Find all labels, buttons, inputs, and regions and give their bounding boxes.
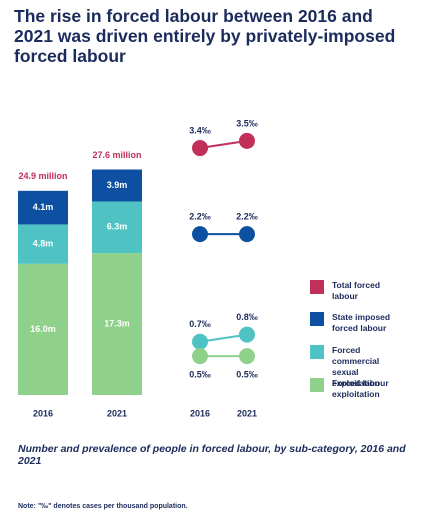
legend-label: Total forced labour (332, 280, 381, 301)
data-label: 0.5‰ (189, 370, 211, 380)
dot (192, 348, 208, 365)
caption: Number and prevalence of people in force… (18, 443, 406, 467)
data-label: 0.7‰ (189, 319, 211, 329)
legend-item: State imposed forced labour (310, 312, 420, 334)
bar-segment (92, 169, 142, 202)
data-label: 0.5‰ (236, 370, 258, 380)
bar-segment (18, 263, 68, 395)
bar-segment (92, 201, 142, 254)
bar-segment (18, 224, 68, 264)
dot (192, 226, 208, 243)
data-label: 3.5‰ (236, 118, 258, 128)
data-label: 3.9m (107, 180, 128, 190)
legend-swatch (310, 312, 324, 326)
data-label: 17.3m (104, 318, 130, 328)
data-label: 16.0m (30, 324, 56, 334)
bar-segment (92, 253, 142, 395)
legend-label: State imposed forced labour (332, 312, 391, 333)
dot (192, 333, 208, 350)
x-tick-label: 2021 (237, 408, 257, 418)
data-label: 2.2‰ (236, 212, 258, 222)
data-label: 2.2‰ (189, 212, 211, 222)
data-label: 4.1m (33, 202, 54, 212)
dot (239, 226, 255, 243)
data-label: 0.8‰ (236, 312, 258, 322)
bar-segment (18, 190, 68, 225)
x-tick-label: 2016 (190, 408, 210, 418)
data-label: 6.3m (107, 222, 128, 232)
x-tick-label: 2021 (107, 408, 127, 418)
data-label: 3.4‰ (189, 125, 211, 135)
legend-label: Forced labour exploitation (332, 378, 389, 399)
dot (239, 326, 255, 343)
legend-item: Forced labour exploitation (310, 378, 420, 400)
note: Note: "‰" denotes cases per thousand pop… (18, 503, 188, 510)
dot (239, 348, 255, 365)
legend-swatch (310, 378, 324, 392)
total-label: 27.6 million (92, 150, 141, 160)
legend-label: Forced commercial sexual exploitation (332, 345, 380, 388)
data-label: 4.8m (33, 238, 54, 248)
dot (239, 132, 255, 149)
x-tick-label: 2016 (33, 408, 53, 418)
total-label: 24.9 million (18, 171, 67, 181)
legend-item: Total forced labour (310, 280, 420, 302)
chart-title: The rise in forced labour between 2016 a… (14, 6, 396, 66)
legend-swatch (310, 345, 324, 359)
dot (192, 140, 208, 157)
legend-swatch (310, 280, 324, 294)
legend-item: Forced commercial sexual exploitation (310, 345, 420, 389)
